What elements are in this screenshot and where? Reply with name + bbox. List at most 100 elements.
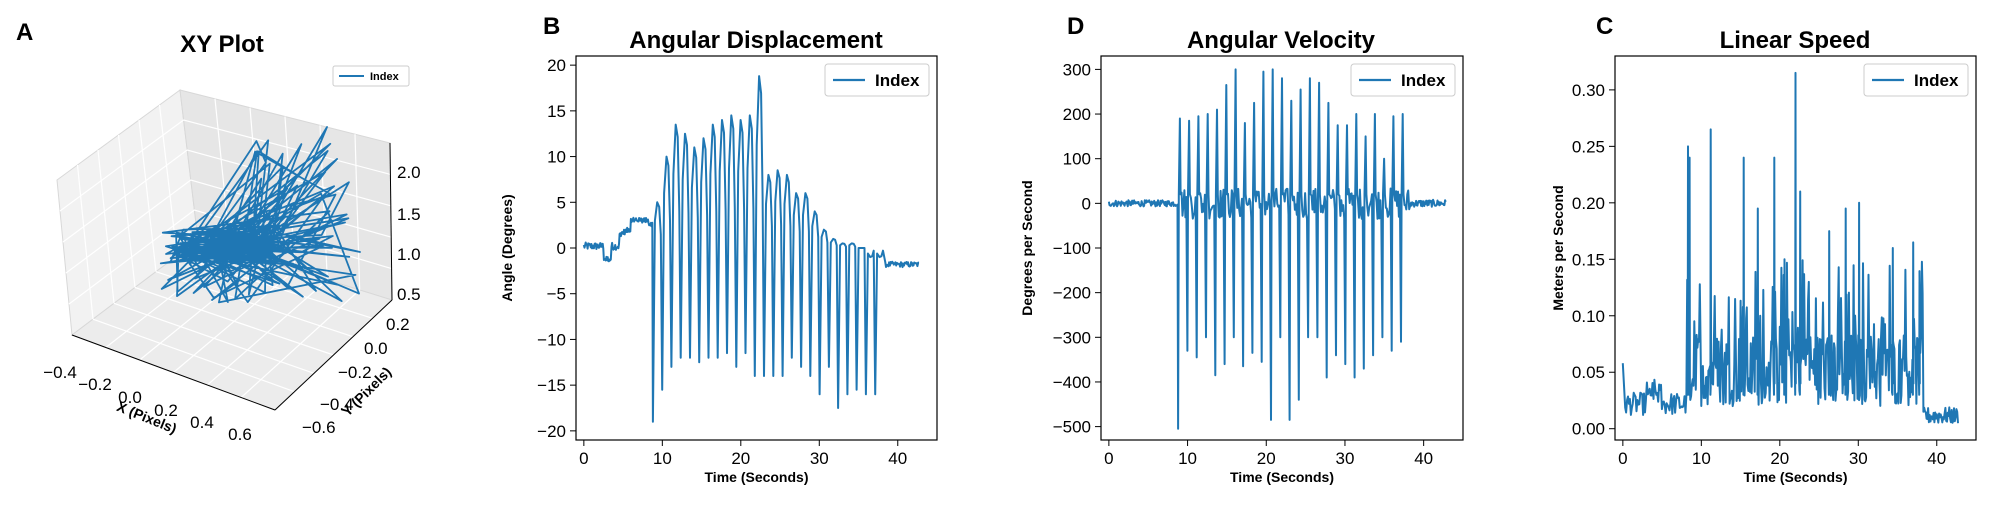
grid-line-left-wall xyxy=(97,149,115,304)
x-tick-label-c: 20 xyxy=(1770,449,1789,468)
y-tick-label-c: 0.05 xyxy=(1572,363,1605,382)
y-tick-label-a: −0.2 xyxy=(338,363,372,382)
y-axis-label-d: Degrees per Second xyxy=(1019,180,1035,315)
legend-box-d xyxy=(1350,63,1456,97)
panel-d-angular-velocity: D Angular Velocity 0 10 20 30 40 −500 −400 −300 −2… xyxy=(1019,13,1464,485)
x-axis-label-b: Time (Seconds) xyxy=(705,469,809,485)
series-line-index-b xyxy=(582,75,920,423)
y-tick-label-d: 100 xyxy=(1063,150,1091,169)
x-tick-label-a: 0.0 xyxy=(118,388,142,407)
panel-a-xy-plot: A XY Plot −0.4−0.20.00.20.40.6 −0.6−0.4−0… xyxy=(16,19,421,444)
axes-3d: −0.4−0.20.00.20.40.6 −0.6−0.4−0.20.00.20.… xyxy=(43,142,421,444)
x-tick-label-a: 0.6 xyxy=(228,425,252,444)
y-tick-label-a: 0.2 xyxy=(386,315,410,334)
y-tick-label-a: −0.4 xyxy=(320,395,354,414)
x-tick-label-d: 40 xyxy=(1414,449,1433,468)
y-tick-label-c: 0.30 xyxy=(1572,81,1605,100)
x-axis-label-d: Time (Seconds) xyxy=(1230,469,1334,485)
series-line-index-d xyxy=(1107,68,1447,430)
x-tick-label-b: 0 xyxy=(579,449,588,468)
axes-frame-c xyxy=(1614,55,1977,441)
y-tick-label-d: −300 xyxy=(1053,328,1091,347)
y-axis-label-c: Meters per Second xyxy=(1550,185,1566,310)
y-tick-label-b: 0 xyxy=(557,239,566,258)
x-tick-label-a: 0.2 xyxy=(154,401,178,420)
x-axis-label-c: Time (Seconds) xyxy=(1744,469,1848,485)
x-tick-label-a: 0.4 xyxy=(190,413,214,432)
legend-label-a: Index xyxy=(370,71,400,83)
x-tick-label-c: 40 xyxy=(1927,449,1946,468)
z-tick-label-a: 1.5 xyxy=(397,205,421,224)
y-tick-label-b: −20 xyxy=(537,422,566,441)
z-tick-label-a: 2.0 xyxy=(397,163,421,182)
chart-title-c: Linear Speed xyxy=(1720,27,1871,54)
panel-letter-b: B xyxy=(543,13,560,40)
x-tick-label-b: 40 xyxy=(888,449,907,468)
grid-line-left-wall xyxy=(117,134,136,288)
y-tick-label-d: 300 xyxy=(1063,60,1091,79)
y-tick-label-d: −400 xyxy=(1053,373,1091,392)
grid-line-left-wall xyxy=(138,119,157,272)
x-tick-label-c: 30 xyxy=(1849,449,1868,468)
chart-title-b: Angular Displacement xyxy=(629,27,882,54)
legend-box-b xyxy=(824,63,930,97)
grid-line-left-wall xyxy=(76,164,94,320)
y-tick-label-b: 10 xyxy=(547,148,566,167)
y-tick-label-d: −500 xyxy=(1053,418,1091,437)
legend-box-c xyxy=(1863,63,1969,97)
grid-line-horizontal xyxy=(62,149,391,243)
legend-label-c: Index xyxy=(1914,71,1959,90)
y-tick-label-c: 0.10 xyxy=(1572,307,1605,326)
y-tick-label-c: 0.00 xyxy=(1572,420,1605,439)
y-tick-label-d: −100 xyxy=(1053,239,1091,258)
panel-letter-d: D xyxy=(1067,13,1084,40)
x-axis-line-a xyxy=(71,334,276,411)
z-tick-label-a: 1.0 xyxy=(397,245,421,264)
x-tick-label-c: 10 xyxy=(1692,449,1711,468)
y-tick-label-d: 200 xyxy=(1063,105,1091,124)
y-tick-label-b: −15 xyxy=(537,376,566,395)
x-tick-label-a: −0.2 xyxy=(78,375,112,394)
y-tick-label-b: 20 xyxy=(547,56,566,75)
chart-title-d: Angular Velocity xyxy=(1187,27,1376,54)
z-axis-line-a xyxy=(389,142,393,301)
panel-c-linear-speed: C Linear Speed 0 10 20 30 40 0.00 0.05 0.10 0.15 0.… xyxy=(1550,13,1977,485)
x-tick-label-d: 10 xyxy=(1178,449,1197,468)
legend-label-d: Index xyxy=(1401,71,1446,90)
legend-box-a xyxy=(332,65,410,87)
y-tick-label-c: 0.20 xyxy=(1572,194,1605,213)
panel-letter-c: C xyxy=(1596,13,1613,40)
series-path-index-3d xyxy=(159,126,361,304)
x-tick-label-d: 20 xyxy=(1257,449,1276,468)
y-tick-label-b: 5 xyxy=(557,193,566,212)
y-axis-line-a xyxy=(274,299,393,411)
y-tick-label-a: −0.6 xyxy=(302,418,336,437)
x-tick-label-b: 10 xyxy=(653,449,672,468)
grid-line-horizontal xyxy=(68,209,392,305)
x-tick-label-b: 20 xyxy=(731,449,750,468)
y-tick-label-d: 0 xyxy=(1082,194,1091,213)
y-tick-label-b: −10 xyxy=(537,330,566,349)
grid-line-right-wall xyxy=(354,134,361,291)
x-tick-label-c: 0 xyxy=(1618,449,1627,468)
y-tick-label-b: 15 xyxy=(547,102,566,121)
y-tick-label-b: −5 xyxy=(547,285,566,304)
y-tick-label-d: −200 xyxy=(1053,284,1091,303)
x-tick-label-b: 30 xyxy=(810,449,829,468)
z-tick-label-a: 0.5 xyxy=(397,285,421,304)
y-tick-label-a: 0.0 xyxy=(364,339,388,358)
y-tick-label-c: 0.15 xyxy=(1572,250,1605,269)
y-tick-label-c: 0.25 xyxy=(1572,137,1605,156)
x-tick-label-d: 0 xyxy=(1104,449,1113,468)
legend-a: Index xyxy=(332,65,410,87)
legend-label-b: Index xyxy=(875,71,920,90)
series-line-index-c xyxy=(1621,71,1959,424)
panel-letter-a: A xyxy=(16,19,33,46)
x-tick-label-a: −0.4 xyxy=(43,363,77,382)
x-tick-label-d: 30 xyxy=(1335,449,1354,468)
y-axis-label-b: Angle (Degrees) xyxy=(499,194,515,301)
panel-b-angular-displacement: B Angular Displacement 0 10 20 30 40 −20 −15 −10 −… xyxy=(499,13,938,485)
chart-title-a: XY Plot xyxy=(180,31,264,58)
